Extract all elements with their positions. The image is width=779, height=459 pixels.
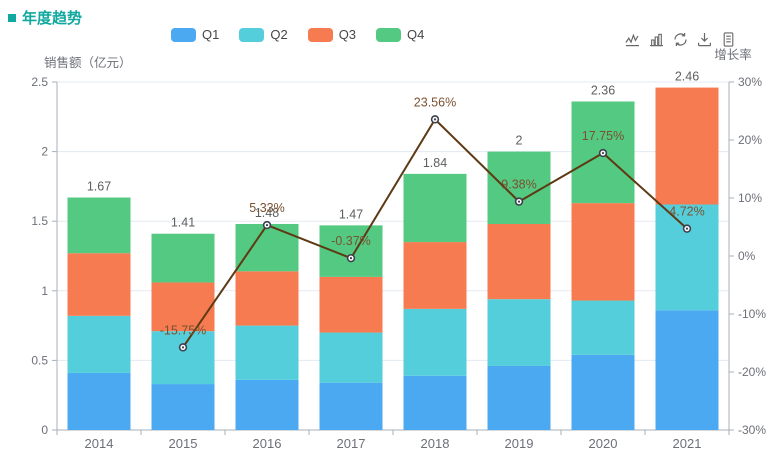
x-axis-label-2019: 2019 (505, 436, 534, 451)
magic-type-line-icon[interactable] (625, 32, 640, 47)
title-bullet-icon (8, 13, 16, 22)
bar-segment-2016-q2[interactable] (235, 325, 299, 380)
bar-segment-2014-q3[interactable] (67, 253, 131, 316)
bar-segment-2018-q4[interactable] (403, 173, 467, 243)
bar-segment-2021-q2[interactable] (655, 204, 719, 311)
bar-total-label-2017: 1.47 (339, 207, 363, 221)
x-axis-label-2021: 2021 (673, 436, 702, 451)
bar-segment-2019-q2[interactable] (487, 299, 551, 366)
x-axis-label-2016: 2016 (253, 436, 282, 451)
legend-swatch-q2 (239, 27, 265, 42)
magic-type-bar-icon[interactable] (649, 32, 664, 47)
growth-point-core (349, 257, 353, 260)
bar-segment-2017-q4[interactable] (319, 225, 383, 277)
right-axis-tick-label: 10% (738, 191, 762, 205)
left-axis-tick-label: 0.5 (31, 353, 48, 367)
left-axis-tick-label: 2 (41, 145, 48, 159)
growth-point-core (517, 200, 521, 203)
legend-swatch-q4 (376, 27, 402, 42)
right-axis-tick-label: -30% (738, 423, 766, 437)
bar-segment-2018-q2[interactable] (403, 308, 467, 376)
x-axis-label-2018: 2018 (421, 436, 450, 451)
growth-point-core (265, 223, 269, 227)
growth-label-2018: 23.56% (414, 95, 456, 109)
legend-swatch-q1 (171, 27, 196, 42)
legend-item-q3[interactable]: Q3 (307, 27, 357, 42)
bar-total-label-2015: 1.41 (171, 216, 195, 230)
x-axis-label-2014: 2014 (85, 436, 114, 451)
left-axis-tick-label: 1.5 (31, 214, 48, 228)
bar-segment-2015-q4[interactable] (151, 233, 215, 283)
right-axis-name: 增长率 (714, 47, 752, 62)
bar-total-label-2020: 2.36 (591, 83, 615, 97)
left-axis-name: 销售额（亿元） (44, 55, 132, 70)
bar-total-label-2018: 1.84 (423, 156, 447, 170)
left-axis-tick-label: 2.5 (31, 75, 48, 89)
bar-segment-2014-q4[interactable] (67, 197, 131, 254)
x-axis-label-2017: 2017 (337, 436, 366, 451)
bar-segment-2018-q1[interactable] (403, 375, 467, 430)
bar-segment-2019-q4[interactable] (487, 151, 551, 224)
bar-total-label-2014: 1.67 (87, 180, 111, 194)
growth-point-core (433, 118, 437, 121)
panel-header: 年度趋势 (8, 7, 82, 28)
legend-label: Q3 (338, 27, 357, 42)
legend-item-q1[interactable]: Q1 (171, 27, 219, 42)
bar-segment-2014-q2[interactable] (67, 315, 131, 373)
growth-point-core (601, 151, 605, 155)
right-axis-tick-label: 20% (738, 133, 762, 147)
bar-segment-2015-q1[interactable] (151, 384, 215, 430)
bar-segment-2020-q3[interactable] (571, 203, 635, 301)
data-view-icon[interactable] (721, 32, 736, 47)
legend-label: Q1 (202, 27, 220, 42)
bar-segment-2015-q3[interactable] (151, 282, 215, 332)
bar-segment-2018-q3[interactable] (403, 242, 467, 309)
bar-total-label-2019: 2 (516, 134, 523, 148)
bar-segment-2020-q2[interactable] (571, 300, 635, 355)
bar-segment-2017-q2[interactable] (319, 332, 383, 383)
legend-label: Q4 (407, 27, 425, 42)
growth-label-2020: 17.75% (582, 129, 624, 143)
bar-segment-2021-q1[interactable] (655, 310, 719, 430)
legend-item-q2[interactable]: Q2 (239, 27, 288, 42)
growth-label-2017: -0.37% (331, 234, 371, 248)
legend: Q1 Q2 Q3 Q4 (171, 27, 424, 42)
bar-total-label-2021: 2.46 (675, 70, 699, 84)
growth-point-core (181, 346, 185, 349)
bar-segment-2020-q1[interactable] (571, 354, 635, 430)
legend-label: Q2 (270, 27, 288, 42)
x-axis-label-2015: 2015 (169, 436, 198, 451)
right-axis-tick-label: -10% (738, 307, 766, 321)
growth-label-2021: 4.72% (669, 205, 704, 219)
chart-toolbar (625, 32, 736, 47)
bar-segment-2019-q1[interactable] (487, 365, 551, 430)
left-axis-tick-label: 0 (41, 423, 48, 437)
x-axis-label-2020: 2020 (589, 436, 618, 451)
bar-segment-2019-q3[interactable] (487, 223, 551, 300)
growth-label-2015: -15.75% (160, 323, 207, 337)
growth-point-core (685, 227, 689, 230)
bar-segment-2021-q3[interactable] (655, 87, 719, 205)
save-image-icon[interactable] (697, 32, 712, 47)
bar-segment-2017-q1[interactable] (319, 382, 383, 430)
bar-segment-2014-q1[interactable] (67, 372, 131, 430)
restore-icon[interactable] (673, 32, 688, 47)
growth-label-2016: 5.33% (249, 201, 284, 215)
panel-title: 年度趋势 (22, 10, 83, 27)
bar-segment-2016-q4[interactable] (235, 223, 299, 272)
right-axis-tick-label: 0% (738, 249, 756, 263)
bar-segment-2016-q3[interactable] (235, 271, 299, 326)
bar-total-label-2016: 1.48 (255, 206, 279, 220)
bar-segment-2016-q1[interactable] (235, 379, 299, 430)
right-axis-tick-label: 30% (738, 75, 762, 89)
legend-item-q4[interactable]: Q4 (376, 27, 424, 42)
bar-segment-2015-q2[interactable] (151, 331, 215, 385)
growth-label-2019: 9.38% (501, 178, 536, 192)
bar-segment-2017-q3[interactable] (319, 276, 383, 333)
left-axis-tick-label: 1 (41, 284, 48, 298)
right-axis-tick-label: -20% (738, 365, 766, 379)
legend-swatch-q3 (307, 27, 333, 42)
